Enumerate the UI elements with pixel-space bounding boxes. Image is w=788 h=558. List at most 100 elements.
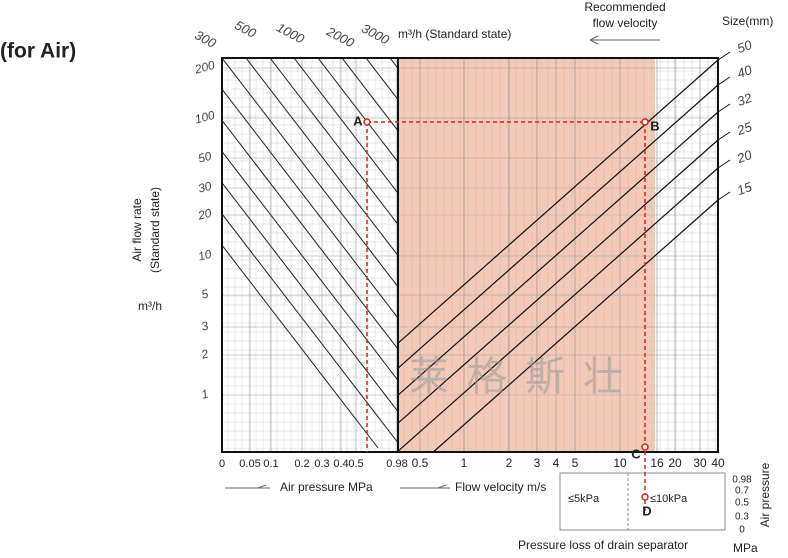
- flow-line: [222, 150, 398, 382]
- size-line: [397, 167, 719, 452]
- point: [363, 118, 371, 126]
- size-label: 15: [735, 179, 754, 198]
- drain-right: ≤10kPa: [650, 493, 688, 505]
- drain-box: [559, 472, 726, 531]
- velocity-label: 1: [461, 456, 468, 470]
- velocity-label: 16: [650, 456, 664, 470]
- y-title: Air flow rate: [130, 198, 144, 262]
- y-label: 3: [200, 318, 210, 333]
- flow-line: [222, 244, 379, 449]
- pressure-label: 0.3: [314, 458, 329, 470]
- drain-title: Pressure loss of drain separator: [518, 538, 688, 552]
- y-label: 20: [196, 206, 214, 223]
- frame: [221, 57, 719, 453]
- velocity-title: Flow velocity m/s: [455, 480, 546, 494]
- size-line: [432, 199, 719, 453]
- top-label: 3000: [359, 21, 392, 48]
- y-unit: m³/h: [138, 299, 162, 313]
- top-unit: m³/h (Standard state): [398, 27, 511, 41]
- size-label: 40: [735, 62, 754, 81]
- point-label: B: [650, 118, 659, 133]
- size-tick: [717, 76, 731, 86]
- pressure-label: 0.98: [386, 458, 407, 470]
- size-label: 25: [734, 119, 754, 139]
- size-tick: [717, 51, 731, 61]
- y-label: 1: [200, 387, 210, 402]
- flow-line: [222, 58, 398, 288]
- size-label: 50: [735, 37, 754, 56]
- recommended: flow velocity: [593, 16, 658, 30]
- velocity-label: 10: [613, 456, 627, 470]
- pressure-label: 0.2: [294, 458, 309, 470]
- pressure-title: Air pressure MPa: [280, 480, 373, 494]
- size-line: [397, 111, 719, 396]
- velocity-label: 5: [572, 456, 579, 470]
- diagonals: [222, 58, 398, 449]
- velocity-label: 3: [534, 456, 541, 470]
- watermark: 莱格斯壮: [409, 354, 641, 400]
- flow-line: [222, 119, 398, 351]
- size-tick: [717, 103, 731, 113]
- size-label: 32: [735, 90, 754, 109]
- y-label: 5: [200, 286, 210, 301]
- pressure-label: 0.4: [333, 458, 348, 470]
- size-line: [397, 84, 719, 369]
- velocity-label: 20: [668, 456, 682, 470]
- velocity-label: 4: [553, 456, 560, 470]
- y-label: 10: [197, 247, 214, 264]
- size-line: [397, 139, 719, 424]
- point: [641, 443, 649, 451]
- point-label: C: [631, 446, 641, 461]
- y-label: 2: [199, 346, 210, 362]
- arrow: [589, 35, 660, 45]
- size-tick: [717, 131, 731, 141]
- top-label: 300: [192, 27, 219, 51]
- velocity-label: 2: [506, 456, 513, 470]
- drain-scale: 0.98: [732, 475, 752, 486]
- y-label: 30: [197, 179, 214, 196]
- size-lines: [397, 51, 731, 453]
- drain-side-title: Air pressure: [758, 462, 772, 527]
- flow-line: [293, 58, 398, 195]
- pressure-label: 0.5: [348, 458, 363, 470]
- point-label: A: [353, 113, 363, 128]
- drain-scale: 0.5: [735, 498, 749, 509]
- y-title: (Standard state): [148, 187, 162, 273]
- velocity-label: 30: [693, 456, 707, 470]
- drain-scale: 0.3: [735, 512, 749, 523]
- size-line: [397, 59, 719, 344]
- heading: (for Air): [0, 40, 76, 63]
- drain-unit: MPa: [733, 541, 758, 555]
- y-label: 50: [197, 149, 214, 166]
- recommended: Recommended: [584, 0, 665, 14]
- y-label: 100: [193, 108, 216, 127]
- drain-scale: 0: [739, 525, 745, 536]
- drain-left: ≤5kPa: [568, 493, 600, 505]
- point: [641, 118, 649, 126]
- top-label: 2000: [323, 23, 357, 51]
- example-path: A B C D: [353, 113, 659, 518]
- arrow: [225, 484, 270, 489]
- pressure-label: 0.05: [239, 458, 260, 470]
- flow-line: [222, 88, 398, 319]
- size-tick: [717, 159, 731, 169]
- velocity-label: 40: [711, 456, 725, 470]
- flow-line: [222, 213, 398, 444]
- y-label: 200: [192, 58, 216, 77]
- top-label: 1000: [274, 20, 307, 47]
- arrow: [400, 484, 450, 489]
- drain-scale: 0.7: [735, 486, 749, 497]
- velocity-label: 0.5: [412, 456, 429, 470]
- flow-line: [222, 181, 398, 413]
- top-label: 500: [232, 17, 259, 41]
- point-label: D: [642, 503, 651, 518]
- size-title: Size(mm): [722, 14, 773, 28]
- size-tick: [717, 191, 731, 201]
- flow-line: [245, 58, 398, 257]
- size-label: 20: [734, 147, 754, 167]
- pressure-label: 0.1: [263, 458, 278, 470]
- flow-line: [269, 58, 398, 226]
- pressure-label: 0: [219, 458, 225, 470]
- flow-line: [341, 58, 398, 132]
